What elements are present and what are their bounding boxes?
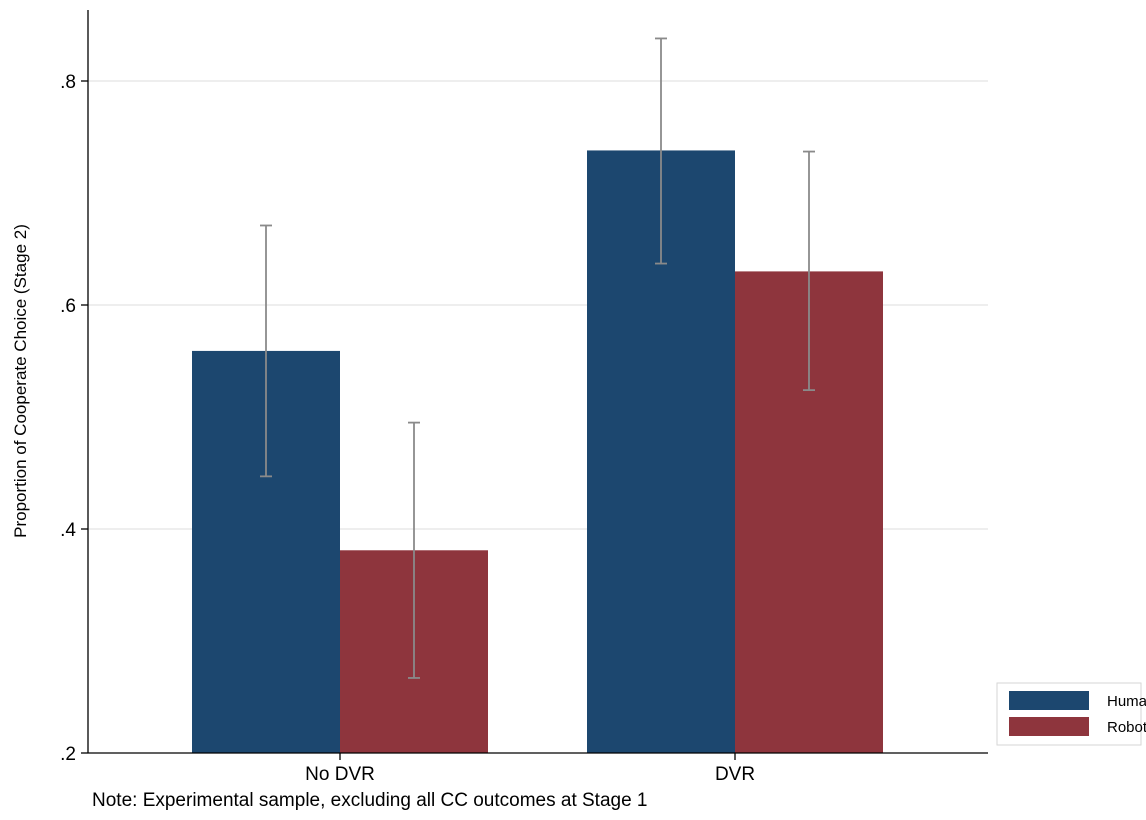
y-axis-label: Proportion of Cooperate Choice (Stage 2) xyxy=(11,224,30,538)
legend-swatch-human xyxy=(1009,691,1089,710)
y-tick-label-1: .4 xyxy=(60,520,76,541)
legend-label-robot: Robot xyxy=(1107,719,1146,736)
bars xyxy=(192,150,883,753)
y-axis-ticks: .2 .4 .6 .8 xyxy=(60,72,88,765)
legend-label-human: Human xyxy=(1107,693,1146,710)
y-tick-label-2: .6 xyxy=(60,296,76,317)
y-tick-label-0: .2 xyxy=(60,744,76,765)
chart-note: Note: Experimental sample, excluding all… xyxy=(92,790,648,811)
x-tick-label-0: No DVR xyxy=(305,764,375,785)
legend: Human Robot xyxy=(996,682,1146,746)
y-tick-label-3: .8 xyxy=(60,72,76,93)
x-tick-label-1: DVR xyxy=(715,764,755,785)
legend-swatch-robot xyxy=(1009,717,1089,736)
x-axis-ticks: No DVR DVR xyxy=(305,753,755,785)
error-bars xyxy=(260,37,815,679)
